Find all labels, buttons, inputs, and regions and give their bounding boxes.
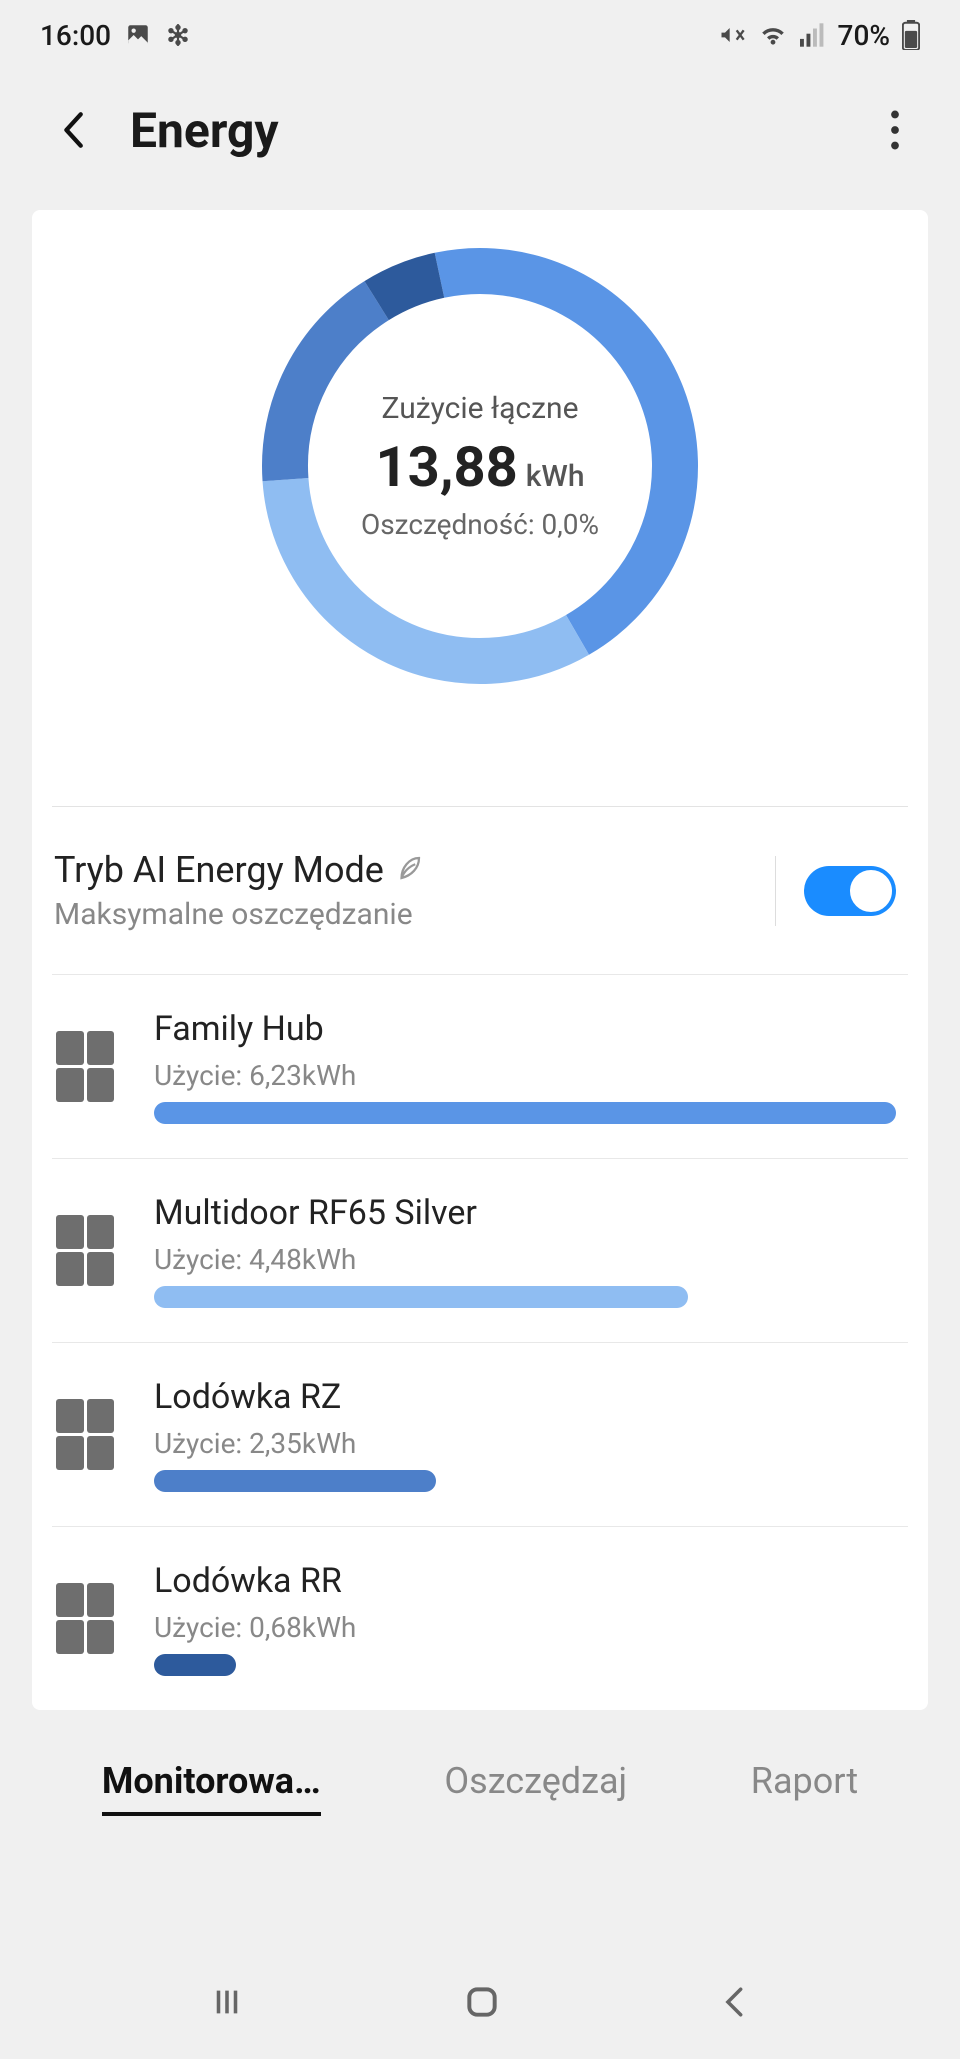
fridge-icon xyxy=(56,1215,114,1287)
device-bar-track xyxy=(154,1654,896,1676)
donut-label: Zużycie łączne xyxy=(382,391,579,426)
energy-card: Zużycie łączne 13,88 kWh Oszczędność: 0,… xyxy=(32,210,928,1710)
device-bar-track xyxy=(154,1102,896,1124)
device-usage-label: Użycie: 6,23kWh xyxy=(154,1059,896,1092)
picture-icon xyxy=(125,22,151,48)
toggle-knob xyxy=(848,868,894,914)
device-bar xyxy=(154,1654,236,1676)
device-usage-label: Użycie: 4,48kWh xyxy=(154,1243,896,1276)
status-right: 70% xyxy=(718,19,920,52)
device-row[interactable]: Multidoor RF65 Silver Użycie: 4,48kWh xyxy=(52,1158,908,1342)
separator xyxy=(775,856,776,926)
tab-raport[interactable]: Raport xyxy=(751,1760,858,1816)
device-info: Lodówka RZ Użycie: 2,35kWh xyxy=(154,1377,896,1492)
donut-center: Zużycie łączne 13,88 kWh Oszczędność: 0,… xyxy=(32,246,928,686)
android-nav-bar xyxy=(0,1949,960,2059)
device-bar xyxy=(154,1286,688,1308)
fridge-icon xyxy=(56,1399,114,1471)
device-row[interactable]: Family Hub Użycie: 6,23kWh xyxy=(52,974,908,1158)
device-info: Lodówka RR Użycie: 0,68kWh xyxy=(154,1561,896,1676)
device-usage-label: Użycie: 2,35kWh xyxy=(154,1427,896,1460)
device-row[interactable]: Lodówka RR Użycie: 0,68kWh xyxy=(52,1526,908,1710)
device-bar-track xyxy=(154,1470,896,1492)
nav-recents[interactable] xyxy=(210,1985,244,2023)
nav-home[interactable] xyxy=(463,1983,501,2025)
donut-value: 13,88 xyxy=(375,434,517,500)
ai-mode-subtitle: Maksymalne oszczędzanie xyxy=(54,897,747,932)
bottom-tabs: Monitorowa… Oszczędzaj Raport xyxy=(0,1710,960,1836)
device-row[interactable]: Lodówka RZ Użycie: 2,35kWh xyxy=(52,1342,908,1526)
device-name: Lodówka RR xyxy=(154,1561,896,1601)
status-left: 16:00 xyxy=(40,19,191,52)
tab-oszczdzaj[interactable]: Oszczędzaj xyxy=(444,1760,627,1816)
nav-back[interactable] xyxy=(720,1985,750,2023)
status-time: 16:00 xyxy=(40,19,111,52)
status-bar: 16:00 70% xyxy=(0,0,960,70)
fridge-icon xyxy=(56,1031,114,1103)
device-bar xyxy=(154,1102,896,1124)
donut-subtext: Oszczędność: 0,0% xyxy=(361,508,599,541)
ai-mode-toggle[interactable] xyxy=(804,866,896,916)
signal-icon xyxy=(800,23,826,47)
ai-mode-title: Tryb AI Energy Mode xyxy=(54,849,384,891)
battery-percent: 70% xyxy=(838,19,890,52)
device-info: Family Hub Użycie: 6,23kWh xyxy=(154,1009,896,1124)
leaf-icon xyxy=(394,853,424,887)
device-name: Multidoor RF65 Silver xyxy=(154,1193,896,1233)
donut-value-row: 13,88 kWh xyxy=(375,434,584,500)
device-info: Multidoor RF65 Silver Użycie: 4,48kWh xyxy=(154,1193,896,1308)
page-title: Energy xyxy=(130,102,870,159)
device-list: Family Hub Użycie: 6,23kWh Multidoor RF6… xyxy=(32,974,928,1710)
tab-monitorowa[interactable]: Monitorowa… xyxy=(102,1760,321,1816)
device-bar-track xyxy=(154,1286,896,1308)
device-name: Lodówka RZ xyxy=(154,1377,896,1417)
device-bar xyxy=(154,1470,436,1492)
device-name: Family Hub xyxy=(154,1009,896,1049)
fridge-icon xyxy=(56,1583,114,1655)
ai-energy-mode-row[interactable]: Tryb AI Energy Mode Maksymalne oszczędza… xyxy=(32,807,928,974)
mute-vibrate-icon xyxy=(718,21,746,49)
ai-mode-text: Tryb AI Energy Mode Maksymalne oszczędza… xyxy=(54,849,747,932)
battery-icon xyxy=(902,20,920,50)
wifi-icon xyxy=(758,23,788,47)
donut-unit: kWh xyxy=(526,459,585,494)
more-button[interactable] xyxy=(870,105,920,155)
page-header: Energy xyxy=(0,70,960,190)
back-button[interactable] xyxy=(50,105,100,155)
usage-donut-chart: Zużycie łączne 13,88 kWh Oszczędność: 0,… xyxy=(32,246,928,806)
device-usage-label: Użycie: 0,68kWh xyxy=(154,1611,896,1644)
snowflake-icon xyxy=(165,22,191,48)
